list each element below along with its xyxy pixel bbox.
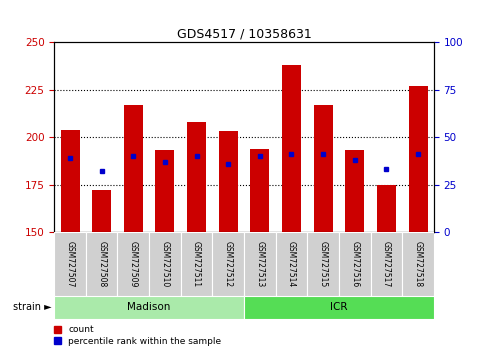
Bar bbox=[54, 232, 86, 296]
Bar bbox=[314, 105, 333, 232]
Bar bbox=[61, 130, 79, 232]
Bar bbox=[244, 296, 434, 319]
Bar bbox=[282, 65, 301, 232]
Text: GSM727508: GSM727508 bbox=[97, 241, 106, 287]
Text: GSM727511: GSM727511 bbox=[192, 241, 201, 287]
Bar bbox=[219, 131, 238, 232]
Text: GSM727516: GSM727516 bbox=[350, 241, 359, 287]
Bar bbox=[86, 232, 117, 296]
Bar bbox=[345, 150, 364, 232]
Text: GDS4517 / 10358631: GDS4517 / 10358631 bbox=[176, 28, 312, 41]
Bar bbox=[377, 184, 396, 232]
Bar bbox=[92, 190, 111, 232]
Text: ICR: ICR bbox=[330, 302, 348, 312]
Bar bbox=[181, 232, 212, 296]
Bar bbox=[371, 232, 402, 296]
Bar bbox=[155, 150, 175, 232]
Text: GSM727512: GSM727512 bbox=[224, 241, 233, 287]
Bar bbox=[339, 232, 371, 296]
Legend: count, percentile rank within the sample: count, percentile rank within the sample bbox=[54, 325, 221, 346]
Bar bbox=[54, 296, 244, 319]
Bar bbox=[409, 86, 427, 232]
Text: GSM727509: GSM727509 bbox=[129, 240, 138, 287]
Text: Madison: Madison bbox=[128, 302, 171, 312]
Bar bbox=[250, 149, 269, 232]
Text: GSM727515: GSM727515 bbox=[318, 241, 328, 287]
Text: GSM727510: GSM727510 bbox=[160, 241, 170, 287]
Text: GSM727518: GSM727518 bbox=[414, 241, 423, 287]
Text: GSM727507: GSM727507 bbox=[66, 240, 74, 287]
Text: GSM727514: GSM727514 bbox=[287, 241, 296, 287]
Bar bbox=[307, 232, 339, 296]
Text: GSM727513: GSM727513 bbox=[255, 241, 264, 287]
Bar bbox=[117, 232, 149, 296]
Text: strain ►: strain ► bbox=[13, 302, 52, 312]
Bar bbox=[124, 105, 143, 232]
Bar bbox=[244, 232, 276, 296]
Bar bbox=[276, 232, 307, 296]
Bar bbox=[149, 232, 181, 296]
Bar bbox=[212, 232, 244, 296]
Bar bbox=[402, 232, 434, 296]
Text: GSM727517: GSM727517 bbox=[382, 241, 391, 287]
Bar bbox=[187, 122, 206, 232]
